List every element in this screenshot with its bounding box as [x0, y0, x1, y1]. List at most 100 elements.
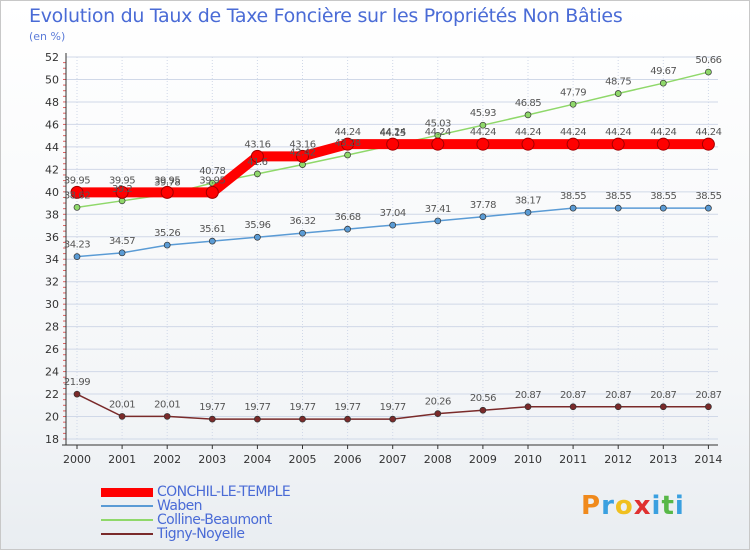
point-conchil: [386, 137, 400, 151]
legend-swatch: [101, 487, 153, 497]
x-tick-label: 2003: [198, 453, 226, 466]
point-conchil: [205, 185, 219, 199]
legend-item-waben: Waben: [101, 499, 290, 513]
point-tigny: [208, 415, 216, 423]
y-tick-label: 52: [45, 51, 59, 64]
data-label-waben: 34.23: [64, 240, 90, 251]
data-label-conchil: 44.24: [380, 127, 406, 138]
data-label-waben: 38.55: [695, 191, 721, 202]
point-conchil: [701, 137, 715, 151]
point-conchil: [70, 185, 84, 199]
point-waben: [208, 237, 216, 245]
point-waben: [434, 217, 442, 225]
x-tick-label: 2011: [559, 453, 587, 466]
point-waben: [705, 204, 712, 212]
legend: CONCHIL-LE-TEMPLE Waben Colline-Beaumont Ti…: [101, 484, 291, 541]
y-tick-label: 44: [45, 141, 59, 154]
point-conchil: [476, 137, 490, 151]
point-conchil: [566, 137, 580, 151]
data-label-colline: 49.67: [650, 66, 676, 77]
data-label-waben: 38.55: [605, 191, 631, 202]
y-tick-label: 18: [45, 433, 59, 446]
y-tick-label: 46: [45, 118, 59, 131]
data-label-tigny: 20.87: [515, 390, 541, 401]
point-tigny: [569, 403, 577, 411]
point-waben: [299, 229, 306, 237]
data-label-waben: 38.17: [515, 195, 541, 206]
chart-subtitle: (en %): [29, 30, 66, 43]
point-conchil: [431, 137, 445, 151]
data-label-tigny: 20.87: [560, 390, 586, 401]
legend-swatch: [101, 505, 153, 507]
data-label-conchil: 44.24: [560, 127, 586, 138]
point-waben: [389, 221, 397, 229]
data-label-colline: 40.78: [199, 166, 225, 177]
data-label-conchil: 44.24: [470, 127, 496, 138]
x-tick-label: 2000: [63, 453, 91, 466]
legend-item-tigny: Tigny-Noyelle: [101, 527, 290, 541]
x-tick-label: 2012: [604, 453, 632, 466]
data-label-conchil: 39.95: [64, 175, 90, 186]
data-label-colline: 38.62: [64, 190, 90, 201]
x-tick-label: 2010: [514, 453, 542, 466]
data-label-conchil: 44.24: [695, 127, 721, 138]
point-colline: [569, 100, 577, 108]
point-waben: [118, 249, 126, 257]
y-tick-label: 50: [45, 73, 59, 86]
proxiti-logo: Proxiti: [581, 491, 685, 521]
point-waben: [479, 213, 487, 221]
point-tigny: [73, 390, 81, 398]
point-colline: [705, 68, 712, 76]
data-label-waben: 37.41: [425, 204, 451, 215]
data-label-waben: 36.32: [289, 216, 315, 227]
data-label-colline: 47.79: [560, 87, 586, 98]
data-label-colline: 41.6: [247, 157, 267, 168]
point-conchil: [296, 149, 309, 163]
data-label-tigny: 20.87: [605, 390, 631, 401]
data-label-waben: 35.61: [199, 224, 225, 235]
y-tick-label: 32: [45, 276, 59, 289]
legend-swatch: [101, 533, 153, 535]
data-label-tigny: 21.99: [64, 377, 90, 388]
x-tick-label: 2001: [108, 453, 136, 466]
data-label-tigny: 20.87: [695, 390, 721, 401]
data-label-waben: 34.57: [109, 236, 135, 247]
point-colline: [254, 170, 261, 178]
y-tick-label: 38: [45, 208, 59, 221]
point-conchil: [341, 137, 355, 151]
data-label-colline: 48.75: [605, 77, 631, 88]
point-colline: [614, 90, 622, 97]
x-tick-label: 2007: [379, 453, 407, 466]
y-tick-label: 22: [45, 388, 59, 401]
x-tick-label: 2009: [469, 453, 497, 466]
data-label-tigny: 19.77: [199, 402, 225, 413]
data-label-conchil: 44.24: [335, 127, 361, 138]
data-label-waben: 38.55: [650, 191, 676, 202]
legend-item-conchil: CONCHIL-LE-TEMPLE: [101, 484, 291, 500]
point-conchil: [115, 185, 129, 199]
data-label-tigny: 20.87: [650, 390, 676, 401]
data-label-tigny: 20.01: [109, 399, 135, 410]
data-label-colline: 46.85: [515, 98, 541, 109]
y-tick-label: 42: [45, 163, 59, 176]
legend-label: Tigny-Noyelle: [157, 526, 245, 542]
data-label-conchil: 44.24: [425, 127, 451, 138]
data-label-colline: 43.28: [335, 138, 361, 149]
point-waben: [254, 233, 261, 241]
point-conchil: [521, 137, 535, 151]
data-label-conchil: 39.95: [199, 175, 225, 186]
data-label-waben: 37.78: [470, 200, 496, 211]
data-label-colline: 45.93: [470, 108, 496, 119]
y-tick-label: 34: [45, 253, 59, 266]
point-tigny: [705, 403, 712, 411]
data-label-waben: 38.55: [560, 191, 586, 202]
x-tick-label: 2013: [649, 453, 677, 466]
legend-label: CONCHIL-LE-TEMPLE: [157, 484, 291, 500]
data-label-colline: 39.78: [154, 177, 180, 188]
point-tigny: [118, 413, 126, 420]
point-tigny: [299, 415, 306, 423]
y-tick-label: 24: [45, 366, 59, 379]
point-conchil: [250, 149, 264, 163]
